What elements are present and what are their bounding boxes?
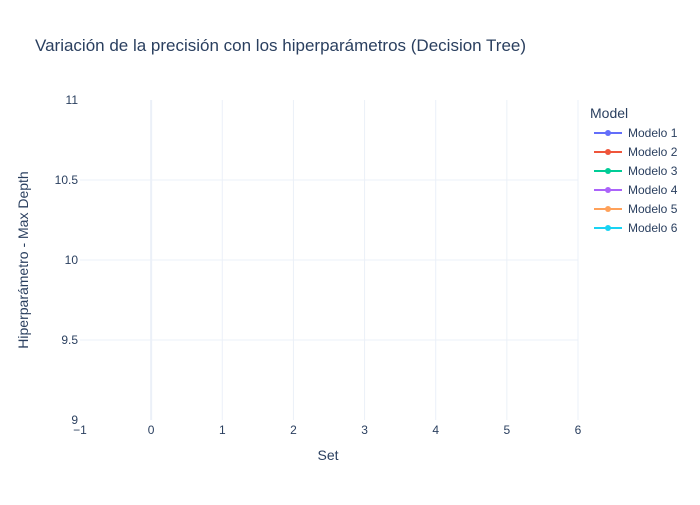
x-tick-label: 5 bbox=[504, 423, 511, 437]
legend[interactable]: Model Modelo 1 Modelo 2 Modelo 3 Modelo 4 Mo… bbox=[590, 105, 678, 235]
y-tick-label: 10 bbox=[65, 253, 79, 267]
legend-label: Modelo 1 bbox=[628, 126, 678, 140]
x-tick-label: 4 bbox=[432, 423, 439, 437]
legend-marker bbox=[605, 206, 611, 212]
x-tick-label: 1 bbox=[219, 423, 226, 437]
tick-layer: −1 0 1 2 3 4 5 6 9 9.5 10 10.5 11 bbox=[55, 93, 582, 437]
legend-label: Modelo 3 bbox=[628, 164, 678, 178]
legend-marker bbox=[605, 168, 611, 174]
x-tick-label: 0 bbox=[148, 423, 155, 437]
legend-label: Modelo 2 bbox=[628, 145, 678, 159]
y-axis-title: Hiperparámetro - Max Depth bbox=[15, 171, 31, 348]
y-tick-label: 11 bbox=[66, 93, 79, 107]
legend-item[interactable]: Modelo 3 bbox=[594, 164, 678, 178]
legend-label: Modelo 5 bbox=[628, 202, 678, 216]
legend-label: Modelo 4 bbox=[628, 183, 678, 197]
y-tick-label: 10.5 bbox=[55, 173, 79, 187]
legend-item[interactable]: Modelo 1 bbox=[594, 126, 678, 140]
legend-marker bbox=[605, 187, 611, 193]
x-axis-title: Set bbox=[317, 447, 338, 463]
x-tick-label: 2 bbox=[290, 423, 297, 437]
legend-label: Modelo 6 bbox=[628, 221, 678, 235]
y-tick-label: 9 bbox=[71, 413, 78, 427]
legend-marker bbox=[605, 225, 611, 231]
grid-layer bbox=[80, 100, 579, 420]
x-tick-label: 6 bbox=[575, 423, 582, 437]
chart-title: Variación de la precisión con los hiperp… bbox=[35, 36, 526, 55]
legend-item[interactable]: Modelo 2 bbox=[594, 145, 678, 159]
x-tick-label: 3 bbox=[361, 423, 368, 437]
y-tick-label: 9.5 bbox=[61, 333, 78, 347]
legend-item[interactable]: Modelo 4 bbox=[594, 183, 678, 197]
legend-title: Model bbox=[590, 105, 628, 121]
legend-marker bbox=[605, 149, 611, 155]
legend-item[interactable]: Modelo 5 bbox=[594, 202, 678, 216]
legend-marker bbox=[605, 130, 611, 136]
x-tick-label: −1 bbox=[73, 423, 87, 437]
legend-item[interactable]: Modelo 6 bbox=[594, 221, 678, 235]
